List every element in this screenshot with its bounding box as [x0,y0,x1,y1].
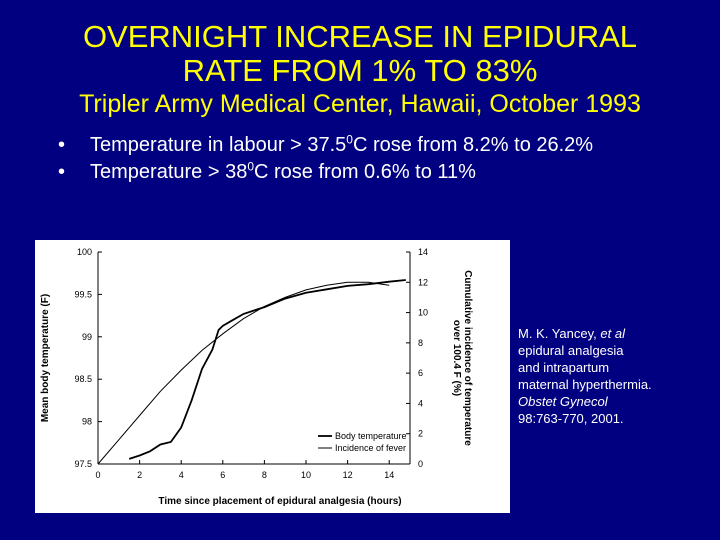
bullet-text-post: C rose from 0.6% to 11% [254,161,476,183]
series-line-incidence-of-fever [97,281,390,465]
x-tick-label: 2 [137,470,142,480]
y2-tick-label: 4 [418,398,423,408]
axes-group [97,252,411,465]
x-tick-label: 12 [343,470,353,480]
slide-subtitle: Tripler Army Medical Center, Hawaii, Oct… [79,90,641,118]
legend-label: Incidence of fever [335,443,406,453]
y2-tick-label: 8 [418,338,423,348]
y-tick-label: 98.5 [74,374,92,384]
y2-tick-label: 6 [418,368,423,378]
y-tick-label: 100 [77,247,92,257]
y2-axis-label-line-2: over 100.4 F (%) [451,320,462,396]
citation-line-4: maternal hyperthermia. [518,377,652,392]
citation-line-2: epidural analgesia [518,343,624,358]
series-group [97,279,406,465]
y-tick-label: 99.5 [74,289,92,299]
legend-group: Body temperature Incidence of fever [318,431,407,453]
title-line-1: OVERNIGHT INCREASE IN EPIDURAL [82,19,638,54]
bullet-list: • Temperature in labour > 37.50C rose fr… [58,133,698,187]
line-chart: 0 2 4 6 8 10 12 14 97.5 98 98.5 99 99.5 100 0 2 4 6 8 10 12 1… [40,247,473,507]
legend-label: Body temperature [335,431,407,441]
series-line-body-temperature [128,279,406,460]
degree-superscript: 0 [247,159,255,174]
bullet-text-post: C rose from 8.2% to 26.2% [352,134,594,156]
y-tick-label: 98 [82,417,92,427]
citation-author-line: M. K. Yancey, et al [518,325,708,342]
citation-journal: Obstet Gynecol [518,394,608,409]
y2-tick-label: 0 [418,459,423,469]
chart-figure: 0 2 4 6 8 10 12 14 97.5 98 98.5 99 99.5 100 0 2 4 6 8 10 12 1… [35,240,510,513]
citation-line-3: and intrapartum [518,360,610,375]
bullet-item: • Temperature > 380C rose from 0.6% to 1… [58,160,698,185]
x-tick-label: 6 [220,470,225,480]
bullet-marker: • [58,161,66,183]
x-axis-label: Time since placement of epidural analges… [158,496,401,507]
y-tick-label: 97.5 [74,459,92,469]
y-axis-label: Mean body temperature (F) [40,294,51,422]
bullet-text-pre: Temperature in labour > 37.5 [90,134,347,156]
y-tick-label: 99 [82,332,92,342]
title-line-2: RATE FROM 1% TO 83% [182,53,538,88]
y2-axis-label-line-1: Cumulative incidence of temperature [462,270,473,446]
y2-tick-label: 12 [418,277,428,287]
x-tick-label: 0 [95,470,100,480]
slide-title: OVERNIGHT INCREASE IN EPIDURAL RATE FROM… [0,20,720,88]
bullet-text-pre: Temperature > 38 [90,161,248,183]
y2-tick-label: 14 [418,247,428,257]
x-tick-label: 8 [262,470,267,480]
x-tick-label: 4 [179,470,184,480]
x-tick-label: 10 [301,470,311,480]
ticks-group: 0 2 4 6 8 10 12 14 97.5 98 98.5 99 99.5 100 0 2 4 6 8 10 12 1… [74,247,428,480]
bullet-marker: • [58,134,66,156]
citation: M. K. Yancey, et al epidural analgesia a… [518,325,708,427]
x-tick-label: 14 [384,470,394,480]
degree-superscript: 0 [346,132,353,147]
citation-ref: 98:763-770, 2001. [518,411,624,426]
bullet-item: • Temperature in labour > 37.50C rose fr… [58,133,698,158]
citation-author: M. K. Yancey, [518,326,597,341]
y2-tick-label: 10 [418,308,428,318]
y2-tick-label: 2 [418,429,423,439]
citation-etal: et al [600,326,625,341]
